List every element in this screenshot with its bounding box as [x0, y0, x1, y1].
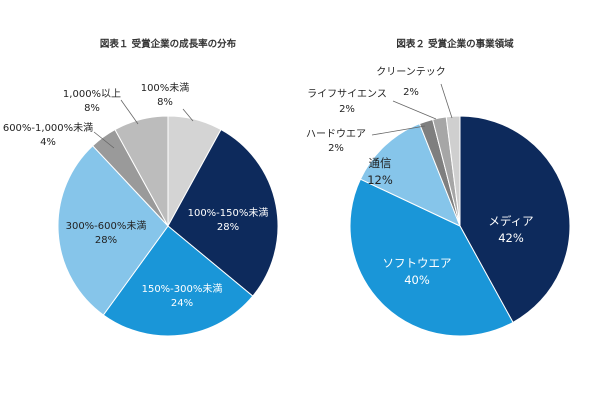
- chart1-slice-value-1: 8%: [157, 97, 173, 108]
- chart1-slice-label-2: 100%-150%未満: [188, 207, 269, 219]
- chart1-slice-4: [57, 145, 169, 316]
- chart1-slice-value-3: 24%: [171, 298, 193, 309]
- chart1-slice-label-5: 600%-1,000%未満: [3, 122, 93, 134]
- chart2-slice-label-2: ソフトウエア: [383, 256, 452, 270]
- slice-labels: 100%未満 8% 100%-150%未満 28% 150%-300%未満 24% 300%…: [3, 66, 534, 309]
- chart2-slice-label-1: メディア: [488, 214, 533, 228]
- chart2-slice-label-6: クリーンテック: [376, 66, 446, 78]
- chart1-title: 図表１ 受賞企業の成長率の分布: [100, 38, 237, 50]
- chart1-slice-value-2: 28%: [217, 222, 239, 233]
- chart1-slice-value-4: 28%: [95, 235, 117, 246]
- chart1-slice-3: [102, 225, 254, 337]
- chart1-slice-label-4: 300%-600%未満: [66, 220, 147, 232]
- chart2-slice-label-5: ライフサイエンス: [307, 88, 387, 100]
- chart1-slice-6: [114, 115, 169, 227]
- chart2-leader-line-4: [371, 125, 426, 136]
- chart1-slice-value-5: 4%: [40, 137, 56, 148]
- chart2-slice-3: [359, 123, 461, 227]
- chart2-slice-value-6: 2%: [403, 87, 419, 98]
- chart1-slice-label-6: 1,000%以上: [63, 88, 121, 100]
- chart1-leader-line-5: [93, 131, 115, 149]
- chart1-leader-line-6: [120, 99, 139, 125]
- chart1-slice-2: [167, 128, 279, 297]
- chart2-slice-value-4: 2%: [328, 143, 344, 154]
- chart2-pie: [349, 115, 571, 337]
- chart1-slice-label-1: 100%未満: [141, 82, 190, 94]
- chart2-slice-value-1: 42%: [498, 231, 524, 245]
- chart2-leader-line-5: [392, 100, 437, 120]
- chart2-slice-2: [349, 178, 514, 337]
- chart1-slice-value-6: 8%: [84, 103, 100, 114]
- chart2-slice-label-4: ハードウエア: [306, 128, 366, 140]
- chart2-slice-value-2: 40%: [404, 273, 430, 287]
- chart1-leader-line-1: [182, 108, 194, 122]
- chart2-slice-6: [445, 115, 461, 227]
- chart2-slice-value-3: 12%: [367, 173, 393, 187]
- chart1-slice-label-3: 150%-300%未満: [142, 283, 223, 295]
- chart2-slice-label-3: 通信: [369, 156, 392, 170]
- chart2-leader-line-6: [440, 83, 453, 119]
- chart2-slice-value-5: 2%: [339, 104, 355, 115]
- chart2-title: 図表２ 受賞企業の事業領域: [396, 38, 514, 50]
- chart1-pie: [57, 115, 279, 337]
- chart2-slice-1: [459, 115, 571, 324]
